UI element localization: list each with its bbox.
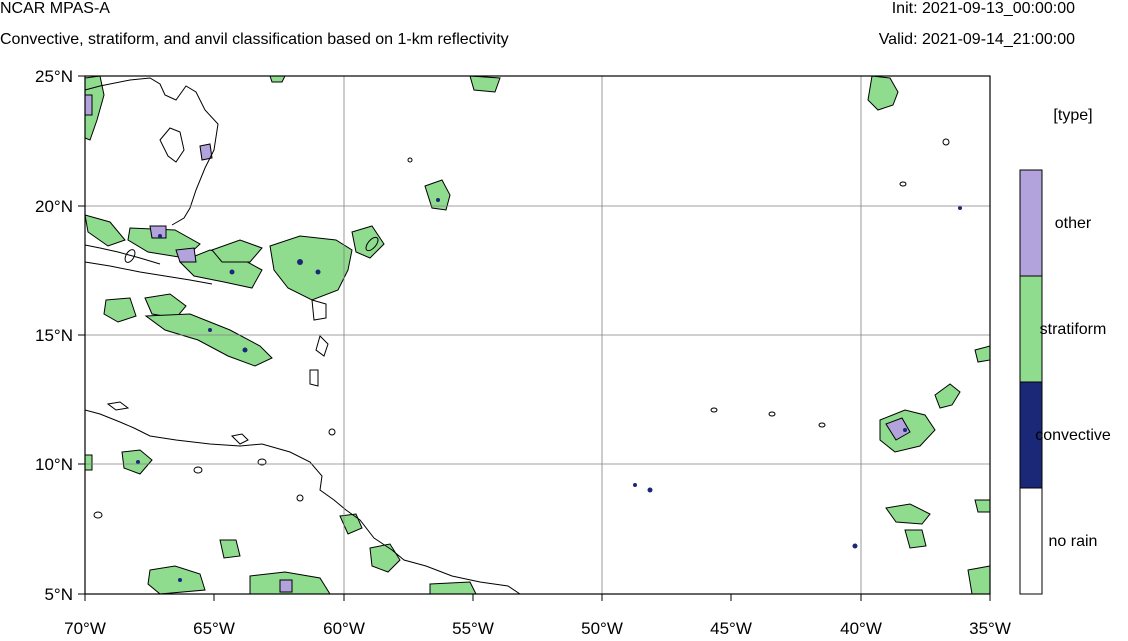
lat-tick-label: 5°N — [44, 585, 73, 604]
legend-title: [type] — [1053, 107, 1093, 124]
lon-tick-label: 60°W — [323, 619, 365, 638]
map-panel — [84, 75, 991, 595]
legend-label-no-rain: no rain — [1048, 533, 1098, 550]
lon-tick-label: 35°W — [969, 619, 1011, 638]
lon-tick-labels: 70°W 65°W 60°W 55°W 50°W 45°W 40°W 35°W — [64, 619, 1011, 638]
lon-tick-label: 65°W — [193, 619, 235, 638]
legend-label-other: other — [1054, 215, 1092, 232]
valid-time: Valid: 2021-09-14_21:00:00 — [878, 31, 1075, 48]
legend-label-stratiform: stratiform — [1039, 321, 1107, 338]
lat-tick-label: 10°N — [35, 455, 73, 474]
graticule — [85, 76, 990, 594]
init-time: Init: 2021-09-13_00:00:00 — [891, 0, 1075, 17]
convective-cells — [136, 198, 962, 582]
plot-title: NCAR MPAS-A — [0, 0, 110, 17]
legend-swatch-no-rain — [1019, 487, 1043, 595]
lon-tick-label: 45°W — [710, 619, 752, 638]
lat-tick-label: 25°N — [35, 67, 73, 86]
legend-colorbar — [1019, 169, 1043, 595]
lat-tick-label: 20°N — [35, 197, 73, 216]
coastlines — [84, 77, 521, 595]
lon-tick-label: 55°W — [452, 619, 494, 638]
lon-tick-label: 70°W — [64, 619, 106, 638]
legend-label-convective: convective — [1035, 427, 1111, 444]
plot-subtitle: Convective, stratiform, and anvil classi… — [0, 31, 509, 48]
lon-tick-label: 40°W — [840, 619, 882, 638]
other-cells — [84, 94, 911, 593]
lat-tick-labels: 25°N 20°N 15°N 10°N 5°N — [35, 67, 73, 604]
lon-tick-label: 50°W — [581, 619, 623, 638]
axis-ticks — [78, 75, 991, 601]
lat-tick-label: 15°N — [35, 326, 73, 345]
